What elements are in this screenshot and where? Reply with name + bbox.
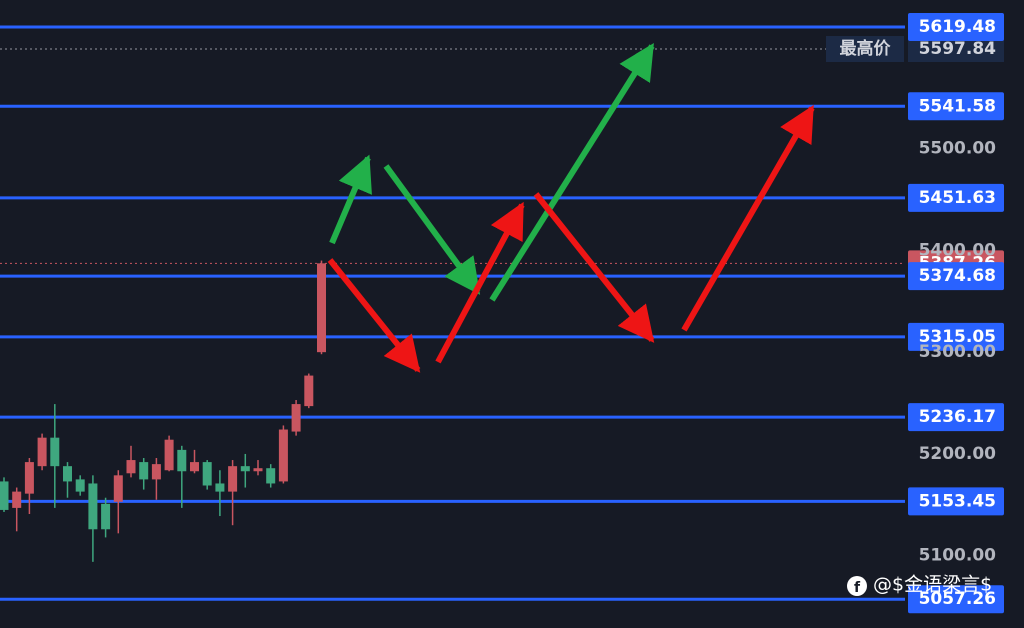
candle-body (253, 468, 263, 472)
candle-body (240, 466, 250, 472)
candle-body (177, 449, 187, 472)
level-label: 5541.58 (919, 96, 996, 116)
candle-body (63, 466, 72, 482)
candle-body (190, 462, 199, 472)
level-label-box (908, 92, 1004, 121)
candle-body (12, 491, 22, 508)
arrow (327, 258, 421, 373)
candle-body (266, 468, 276, 484)
level-label-box (908, 12, 1004, 41)
candle-body (151, 464, 161, 480)
level-label-box (908, 322, 1004, 351)
y-tick-label: 5300.00 (919, 342, 997, 362)
watermark-icon (847, 576, 867, 596)
candle-body (202, 462, 212, 486)
high-value: 5597.84 (919, 39, 997, 59)
candle-body (126, 460, 136, 474)
level-label-box (908, 585, 1004, 614)
y-tick-label: 5200.00 (919, 444, 997, 464)
candle-body (24, 462, 34, 494)
watermark-text: @$金语梁言$ (873, 574, 992, 596)
candle-body (164, 439, 174, 471)
levels: 最高价5597.845387.265619.485541.585451.6353… (0, 12, 1004, 614)
arrow (435, 201, 525, 364)
candle-body (291, 404, 301, 432)
level-label: 5315.05 (919, 327, 996, 347)
candle-body (228, 466, 238, 492)
y-tick-label: 5500.00 (919, 139, 997, 159)
y-tick-label: 5400.00 (919, 240, 997, 260)
level-label-box (908, 262, 1004, 291)
level-label: 5619.48 (919, 17, 996, 37)
level-label: 5153.45 (919, 491, 996, 511)
arrow (489, 42, 655, 302)
candle-body (215, 483, 225, 492)
candle-body (278, 429, 288, 482)
candle-body (0, 481, 9, 510)
candle-body (101, 503, 111, 530)
arrow (383, 164, 481, 295)
candle-body (139, 462, 149, 480)
level-label: 5236.17 (919, 407, 996, 427)
candles (0, 260, 326, 562)
arrow (681, 104, 815, 332)
candle-body (75, 479, 85, 492)
arrow (533, 192, 655, 343)
high-label: 最高价 (840, 38, 892, 59)
level-label-box (908, 403, 1004, 432)
high-label-box (826, 36, 904, 63)
level-label: 5374.68 (919, 266, 996, 286)
candle-body (113, 475, 123, 502)
y-tick-label: 5100.00 (919, 546, 997, 566)
candle-body (317, 263, 326, 353)
level-label: 5451.63 (919, 188, 996, 208)
candle-body (50, 437, 60, 467)
level-label-box (908, 183, 1004, 212)
candle-body (304, 375, 314, 407)
arrows (327, 42, 815, 373)
candle-body (88, 483, 98, 530)
level-label-box (908, 487, 1004, 516)
candle-body (37, 437, 47, 467)
arrow (329, 154, 372, 245)
watermark: f @$金语梁言$ (847, 574, 992, 596)
level-label: 5057.26 (919, 589, 996, 609)
watermark-icon-glyph: f (854, 580, 861, 596)
